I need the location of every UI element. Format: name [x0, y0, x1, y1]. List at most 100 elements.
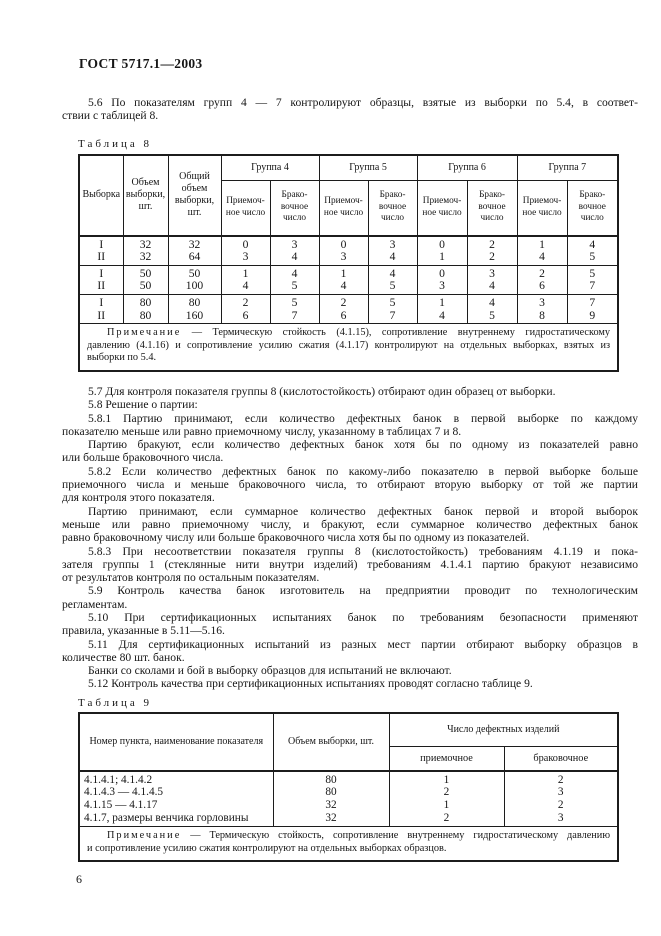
standard-code: ГОСТ 5717.1—2003 [79, 56, 203, 71]
text-line: 5.8.2 Если количество дефектных банок по… [88, 464, 638, 478]
table8-note-section: Примечание — Термическую стойкость (4.1.… [78, 323, 619, 372]
document-page: ГОСТ 5717.1—2003 5.6 По показателям груп… [62, 56, 638, 887]
text-line: меньше или равно приемочному числу, и бр… [62, 517, 638, 531]
table9-header: Номер пункта, наименование показателя Об… [78, 712, 619, 772]
table-8: Выборка Объем выборки, шт. Общий объем в… [78, 153, 620, 372]
t9-col-sample: Объем выборки, шт. [272, 712, 390, 772]
text-line: правила, указанные в 5.11—5.16. [62, 624, 225, 638]
t8-col-total: Общий объем выборки, шт. [167, 154, 222, 237]
t8-reject-header: Брако­вочное число [566, 179, 619, 237]
text-line: 5.12 Контроль качества при сертификацион… [88, 677, 533, 691]
t8-accept-header: Приемоч­ное число [416, 179, 468, 237]
note-label: Примечание [107, 327, 182, 339]
text-line: регламентам. [62, 597, 128, 611]
t9-reject-header: браковочное [503, 745, 619, 772]
t9-accept-cell: 1 [388, 798, 505, 812]
t9-indicator-cell: 4.1.4.3 — 4.1.4.5 [78, 786, 274, 799]
t8-reject-header: Брако­вочное число [466, 179, 518, 237]
t9-accept-cell: 2 [388, 786, 505, 799]
t8-cell: 50 100 [167, 264, 222, 295]
t8-group-6: Группа 6 [416, 154, 518, 181]
table9-note-section: Примечание — Термическую стойкость, сопр… [78, 826, 619, 862]
t9-accept-header: приемочное [388, 745, 505, 772]
note-label: Примечание [107, 830, 182, 842]
table-row: 4.1.4.3 — 4.1.4.5 80 2 3 [78, 786, 619, 799]
t8-reject-header: Брако­вочное число [269, 179, 320, 237]
text-line: для контроля этого показателя. [62, 491, 215, 505]
t8-accept-header: Приемоч­ное число [318, 179, 369, 237]
table-row: 4.1.15 — 4.1.17 32 1 2 [78, 798, 619, 812]
text-line: 5.9 Контроль качества банок изготовитель… [88, 584, 638, 598]
text-line: Партию бракуют, если количество дефектны… [88, 438, 638, 452]
text-line: Банки со сколами и бой в выборку образцо… [88, 664, 452, 678]
t8-cell: 50 50 [122, 264, 169, 295]
t9-col-indicator: Номер пункта, наименование показателя [78, 712, 274, 772]
t9-col-defects: Число дефектных изделий [388, 712, 619, 747]
text-line: ствии с таблицей 8. [62, 109, 159, 123]
text-line: зателя группы 1 (стеклянные нити внутри … [62, 557, 638, 571]
t9-indicator-cell: 4.1.15 — 4.1.17 [78, 798, 274, 812]
t8-col-volume: Объем выборки, шт. [122, 154, 169, 237]
t9-indicator-cell: 4.1.4.1; 4.1.4.2 [78, 770, 274, 787]
text-line: 5.8.3 При несоответствии показателя груп… [88, 544, 638, 558]
t9-accept-cell: 1 [388, 770, 505, 787]
text-line: равно браковочному числу или больше брак… [62, 531, 530, 545]
t8-col-vyborka: Выборка [78, 154, 124, 237]
text-line: 5.8 Решение о партии: [88, 398, 198, 412]
table-row: 4.1.7, размеры венчика горловины 32 2 3 [78, 811, 619, 827]
t8-cell: 32 64 [167, 235, 222, 266]
text-line: 5.8.1 Партию принимают, если количество … [88, 411, 638, 425]
note-text: и сопротивление усилию сжатия контролиру… [87, 842, 447, 854]
t9-reject-cell: 2 [503, 798, 619, 812]
text-line: или больше браковочного числа. [62, 451, 224, 465]
text-line: 5.6 По показателям групп 4 — 7 контролир… [88, 96, 638, 109]
t9-sample-cell: 32 [272, 798, 390, 812]
note-text: — Термическую стойкость (4.1.15), сопрот… [181, 327, 611, 339]
table8-note: Примечание — Термическую стойкость (4.1.… [78, 323, 619, 372]
t8-cell: 32 32 [122, 235, 169, 266]
t8-group-4: Группа 4 [220, 154, 320, 181]
t9-reject-cell: 2 [503, 770, 619, 787]
t8-cell: I II [78, 235, 124, 266]
t8-reject-header: Брако­вочное число [367, 179, 418, 237]
text-line: показателю меньше или равно приемочному … [62, 424, 462, 438]
t9-sample-cell: 80 [272, 770, 390, 787]
table8-header: Выборка Объем выборки, шт. Общий объем в… [78, 154, 619, 237]
note-text: давлению (4.1.16) и сопротивление усилию… [87, 339, 611, 351]
table9-body: 4.1.4.1; 4.1.4.2 80 1 2 4.1.4.3 — 4.1.4.… [78, 770, 619, 827]
table-row: 4.1.4.1; 4.1.4.2 80 1 2 [78, 770, 619, 787]
t9-reject-cell: 3 [503, 786, 619, 799]
t8-cell: 80 80 [122, 293, 169, 325]
page-number: 6 [76, 872, 82, 887]
note-text: — Термическую стойкость, сопротивление в… [181, 830, 611, 842]
t8-accept-header: Приемоч­ное число [220, 179, 271, 237]
text-line: приемочного числа и меньше браковочного … [62, 478, 638, 492]
body-paragraphs: 5.7 Для контроля показателя группы 8 (ки… [62, 385, 638, 691]
t9-sample-cell: 80 [272, 786, 390, 799]
table8-label: Таблица 8 [78, 137, 153, 150]
table-9: Номер пункта, наименование показателя Об… [78, 711, 620, 863]
